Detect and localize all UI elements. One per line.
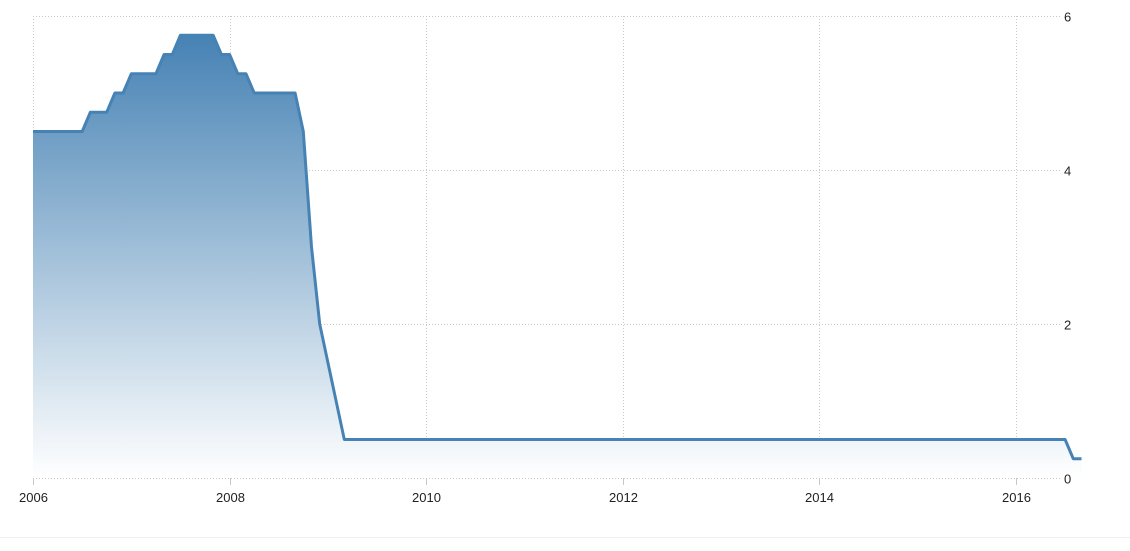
- series-line: [33, 33, 1082, 461]
- y-tick-label: 6: [1064, 10, 1071, 25]
- x-tick-label: 2008: [216, 490, 245, 505]
- x-tick-label: 2010: [412, 490, 441, 505]
- y-tick-label: 4: [1064, 164, 1071, 179]
- x-tick-label: 2012: [609, 490, 638, 505]
- y-axis: 0 2 4 6: [1064, 10, 1071, 487]
- y-tick-label: 2: [1064, 318, 1071, 333]
- x-tick-label: 2016: [1002, 490, 1031, 505]
- x-tick-label: 2006: [19, 490, 48, 505]
- series-area: [33, 35, 1082, 479]
- x-axis: 2006 2008 2010 2012 2014 2016: [19, 490, 1031, 505]
- x-tick-label: 2014: [805, 490, 834, 505]
- y-tick-label: 0: [1064, 472, 1071, 487]
